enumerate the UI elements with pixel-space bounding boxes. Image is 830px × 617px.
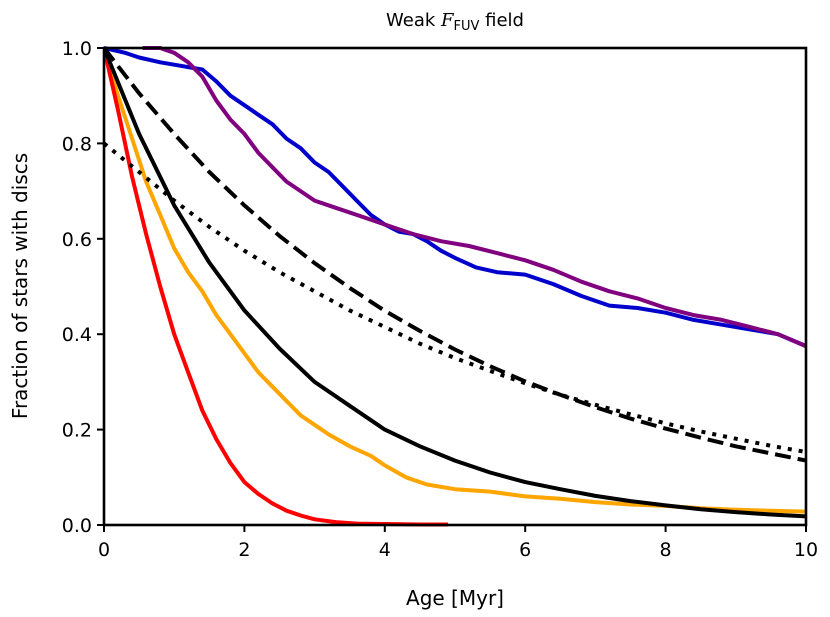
y-tick-label: 0.8 [62, 133, 92, 155]
series-line-3 [104, 47, 806, 514]
plot-frame [102, 46, 808, 527]
x-axis-label: Age [Myr] [406, 586, 504, 610]
series-layer [104, 46, 806, 527]
y-tick-label: 0.4 [62, 324, 92, 346]
chart-title: Weak FFUV field [386, 10, 524, 34]
y-axis: 0.0 0.2 0.4 0.6 0.8 1.0 [62, 38, 104, 537]
x-tick-label: 6 [519, 539, 531, 561]
y-tick-label: 0.6 [62, 229, 92, 251]
series-line-4 [104, 47, 448, 527]
x-tick-label: 2 [238, 539, 250, 561]
y-tick-label: 1.0 [62, 38, 92, 60]
series-line-1 [104, 46, 806, 348]
chart-title-prefix: Weak [386, 10, 436, 31]
x-tick-label: 0 [98, 539, 110, 561]
series-line-7 [104, 141, 806, 454]
y-axis-label: Fraction of stars with discs [8, 153, 32, 419]
x-axis: 0 2 4 6 8 10 [98, 525, 818, 561]
chart-title-suffix: field [485, 10, 524, 31]
chart-title-symbol: F [440, 10, 455, 31]
x-tick-label: 4 [379, 539, 391, 561]
y-tick-label: 0.0 [62, 515, 92, 537]
x-tick-label: 10 [794, 539, 818, 561]
series-line-2 [142, 46, 806, 348]
chart-title-subscript: FUV [454, 19, 480, 34]
y-tick-label: 0.2 [62, 420, 92, 442]
series-line-6 [104, 46, 806, 463]
x-tick-label: 8 [660, 539, 672, 561]
series-line-5 [104, 47, 806, 519]
